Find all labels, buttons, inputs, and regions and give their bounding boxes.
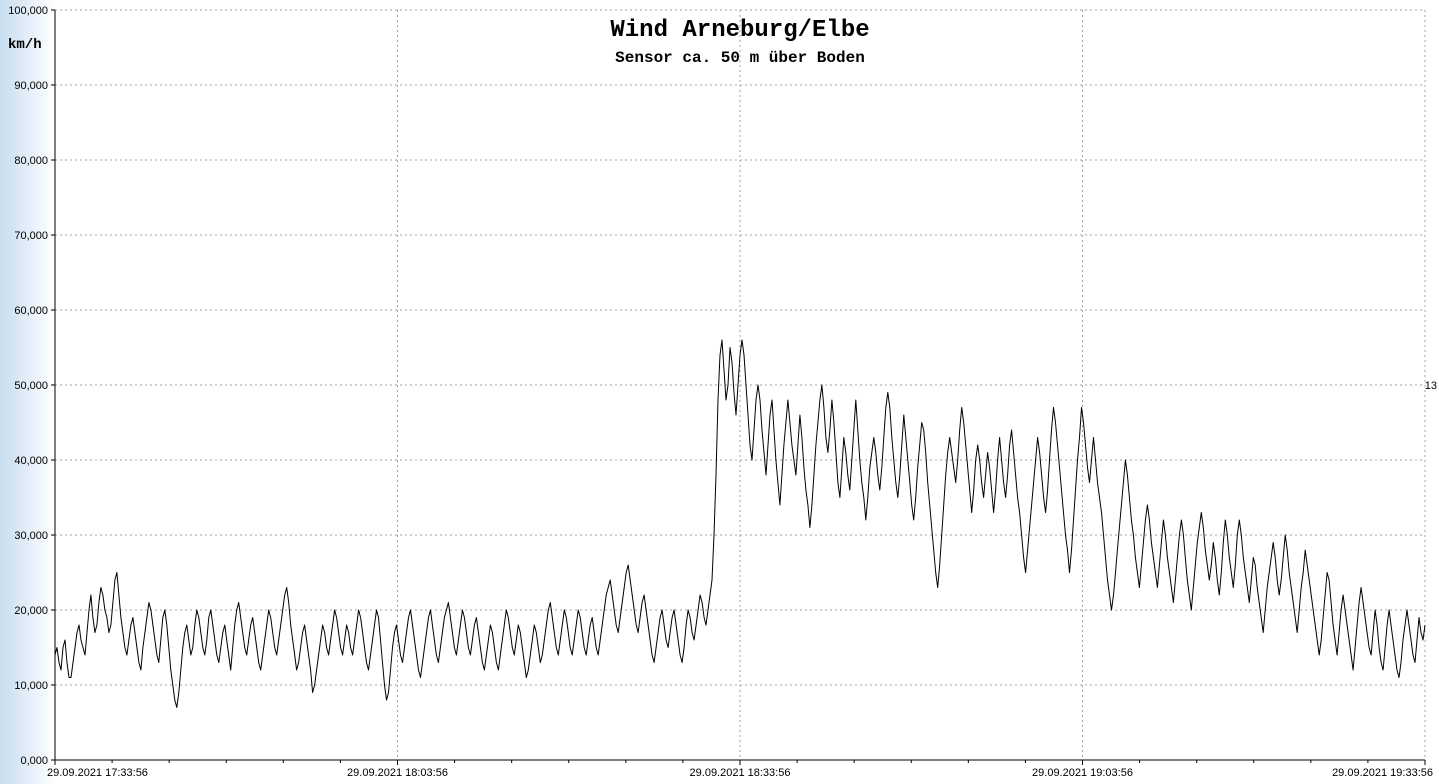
y-tick-label: 60,000	[14, 305, 48, 317]
x-tick-label: 29.09.2021 19:33:56	[1332, 767, 1433, 779]
x-tick-label: 29.09.2021 18:03:56	[347, 767, 448, 779]
x-tick-label: 29.09.2021 18:33:56	[690, 767, 791, 779]
chart-svg: 0,000 10,000 20,000 30,000 40,000 50,000 60,00…	[0, 0, 1439, 784]
y-tick-label: 40,000	[14, 455, 48, 467]
y-tick-label: 100,000	[8, 5, 48, 17]
y-tick-label: 0,000	[20, 755, 48, 767]
wind-chart: 0,000 10,000 20,000 30,000 40,000 50,000 60,00…	[0, 0, 1439, 784]
y-tick-label: 30,000	[14, 530, 48, 542]
y-tick-label: 20,000	[14, 605, 48, 617]
right-edge-label: 13	[1425, 380, 1437, 392]
y-tick-label: 90,000	[14, 80, 48, 92]
y-tick-label: 80,000	[14, 155, 48, 167]
x-tick-label: 29.09.2021 17:33:56	[47, 767, 148, 779]
y-tick-label: 50,000	[14, 380, 48, 392]
y-tick-label: 70,000	[14, 230, 48, 242]
chart-subtitle: Sensor ca. 50 m über Boden	[615, 49, 865, 67]
y-tick-label: 10,000	[14, 680, 48, 692]
x-tick-label: 29.09.2021 19:03:56	[1032, 767, 1133, 779]
y-unit-label: km/h	[8, 37, 42, 53]
chart-title: Wind Arneburg/Elbe	[610, 17, 869, 44]
